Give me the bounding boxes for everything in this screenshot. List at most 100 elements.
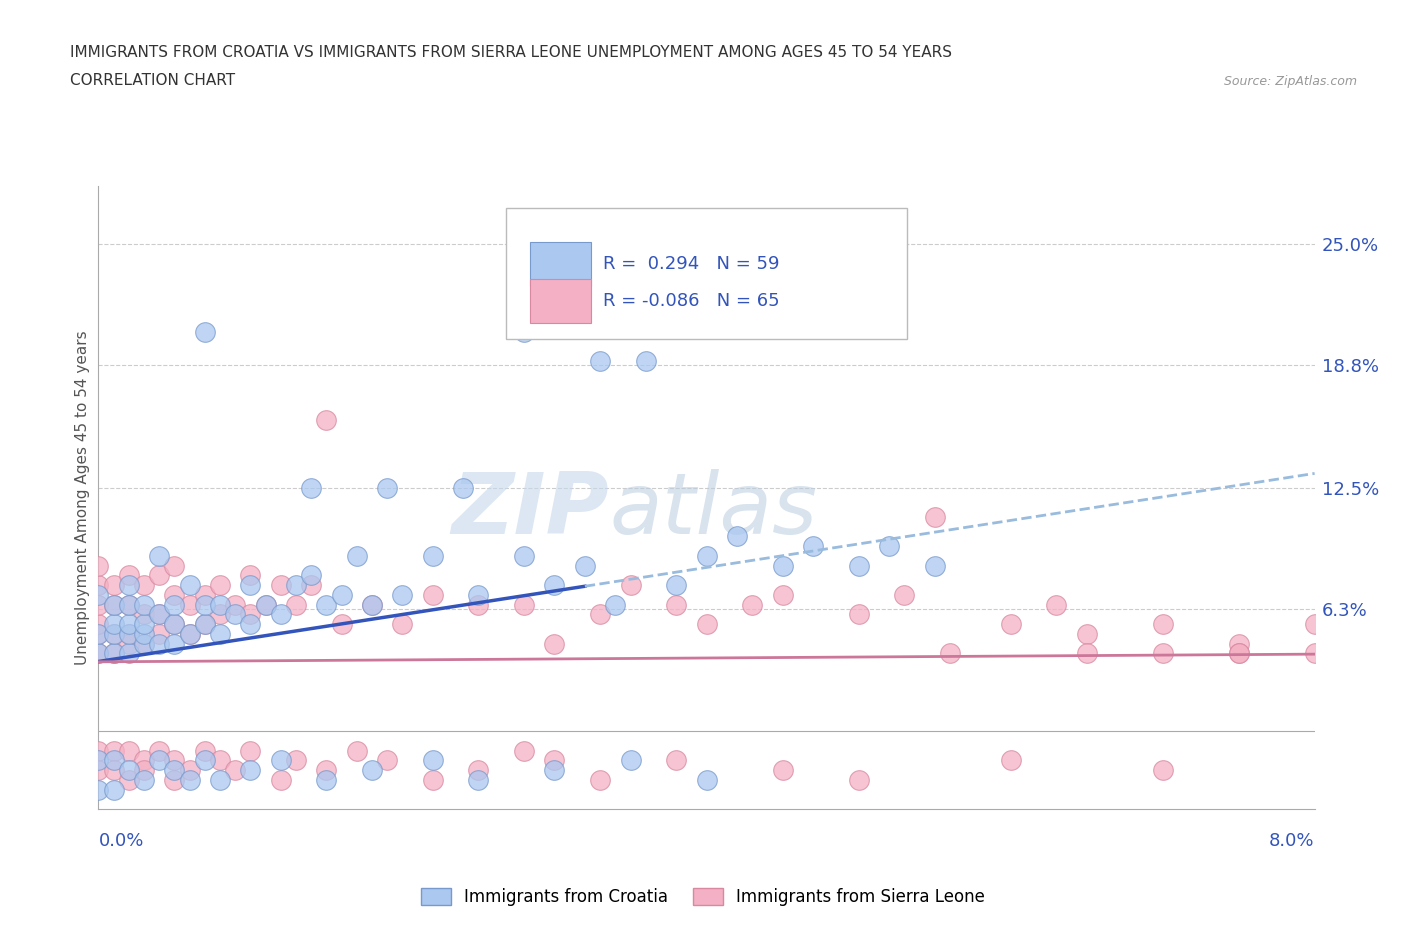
Point	[132, 753, 155, 768]
Point	[239, 568, 262, 583]
Point	[1076, 627, 1098, 642]
Point	[148, 607, 170, 622]
Point	[543, 578, 565, 592]
Point	[194, 325, 217, 339]
Point	[634, 353, 657, 368]
Point	[87, 627, 110, 642]
Point	[605, 597, 627, 612]
Point	[103, 627, 125, 642]
Point	[513, 743, 536, 758]
Point	[148, 743, 170, 758]
Text: R = -0.086   N = 65: R = -0.086 N = 65	[603, 292, 780, 311]
Point	[163, 753, 186, 768]
Point	[132, 763, 155, 777]
Point	[1076, 645, 1098, 660]
Point	[1303, 645, 1326, 660]
Point	[87, 743, 110, 758]
Point	[194, 597, 217, 612]
Text: ZIP: ZIP	[451, 469, 609, 551]
Point	[772, 588, 794, 603]
Point	[148, 753, 170, 768]
Point	[665, 578, 688, 592]
Point	[848, 773, 870, 788]
Point	[103, 578, 125, 592]
Point	[118, 578, 141, 592]
Point	[772, 763, 794, 777]
Point	[1227, 645, 1250, 660]
Point	[103, 645, 125, 660]
Point	[103, 617, 125, 631]
Point	[87, 782, 110, 797]
Point	[87, 763, 110, 777]
Point	[87, 645, 110, 660]
Point	[1000, 617, 1022, 631]
Point	[1152, 645, 1174, 660]
Point	[179, 773, 201, 788]
Point	[148, 607, 170, 622]
Point	[132, 627, 155, 642]
Text: IMMIGRANTS FROM CROATIA VS IMMIGRANTS FROM SIERRA LEONE UNEMPLOYMENT AMONG AGES : IMMIGRANTS FROM CROATIA VS IMMIGRANTS FR…	[70, 46, 952, 60]
Point	[725, 529, 748, 544]
Point	[239, 578, 262, 592]
Point	[299, 578, 322, 592]
Point	[848, 558, 870, 573]
Point	[118, 645, 141, 660]
Point	[132, 636, 155, 651]
Point	[163, 617, 186, 631]
Point	[375, 753, 398, 768]
Point	[163, 763, 186, 777]
Point	[132, 607, 155, 622]
FancyBboxPatch shape	[506, 207, 907, 339]
Point	[1227, 645, 1250, 660]
Point	[148, 627, 170, 642]
Point	[1045, 597, 1067, 612]
Point	[315, 597, 337, 612]
Point	[893, 588, 915, 603]
Point	[375, 481, 398, 496]
Point	[453, 481, 475, 496]
Point	[391, 588, 413, 603]
Point	[239, 763, 262, 777]
Point	[299, 568, 322, 583]
Point	[299, 481, 322, 496]
Point	[163, 636, 186, 651]
Point	[330, 588, 353, 603]
Point	[209, 627, 232, 642]
Legend: Immigrants from Croatia, Immigrants from Sierra Leone: Immigrants from Croatia, Immigrants from…	[413, 881, 993, 912]
Point	[848, 607, 870, 622]
Point	[361, 597, 384, 612]
Point	[132, 773, 155, 788]
Point	[194, 617, 217, 631]
Point	[285, 597, 308, 612]
Point	[270, 773, 292, 788]
Point	[209, 753, 232, 768]
Point	[179, 627, 201, 642]
Point	[589, 353, 612, 368]
Point	[1152, 763, 1174, 777]
Point	[118, 568, 141, 583]
Point	[254, 597, 277, 612]
Point	[467, 763, 489, 777]
Point	[741, 597, 763, 612]
Point	[467, 773, 489, 788]
Point	[801, 538, 824, 553]
Point	[346, 549, 368, 564]
Point	[315, 412, 337, 427]
FancyBboxPatch shape	[530, 279, 591, 323]
Text: 0.0%: 0.0%	[98, 832, 143, 850]
Point	[270, 578, 292, 592]
Point	[270, 607, 292, 622]
Point	[118, 743, 141, 758]
Point	[163, 597, 186, 612]
Point	[696, 549, 718, 564]
Point	[132, 597, 155, 612]
Point	[330, 617, 353, 631]
Point	[467, 597, 489, 612]
Point	[103, 743, 125, 758]
Text: 8.0%: 8.0%	[1270, 832, 1315, 850]
Point	[194, 753, 217, 768]
FancyBboxPatch shape	[530, 242, 591, 286]
Point	[1227, 636, 1250, 651]
Point	[118, 597, 141, 612]
Point	[118, 636, 141, 651]
